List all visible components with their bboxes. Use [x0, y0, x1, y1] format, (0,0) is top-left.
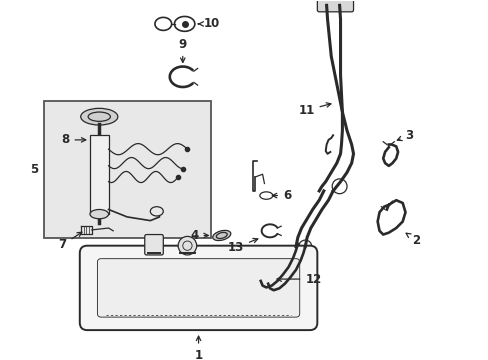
Text: 7: 7	[59, 232, 81, 251]
Text: 6: 6	[272, 189, 291, 202]
FancyBboxPatch shape	[317, 0, 353, 12]
FancyBboxPatch shape	[97, 259, 299, 317]
Ellipse shape	[212, 230, 230, 240]
Ellipse shape	[81, 108, 118, 125]
Text: 9: 9	[178, 38, 186, 62]
Text: 11: 11	[298, 103, 330, 117]
Text: 8: 8	[61, 134, 86, 147]
Text: 3: 3	[396, 129, 413, 142]
Text: 10: 10	[198, 17, 220, 30]
Text: 1: 1	[194, 336, 202, 360]
Circle shape	[178, 237, 196, 255]
FancyBboxPatch shape	[144, 234, 163, 255]
Bar	[43, 101, 210, 238]
FancyBboxPatch shape	[80, 246, 317, 330]
Ellipse shape	[150, 207, 163, 216]
Ellipse shape	[90, 210, 108, 219]
Text: 4: 4	[190, 229, 208, 242]
Text: 13: 13	[227, 238, 257, 254]
Text: 5: 5	[30, 163, 39, 176]
Text: 12: 12	[276, 273, 321, 285]
Bar	[90, 135, 108, 214]
Text: 2: 2	[406, 233, 419, 247]
